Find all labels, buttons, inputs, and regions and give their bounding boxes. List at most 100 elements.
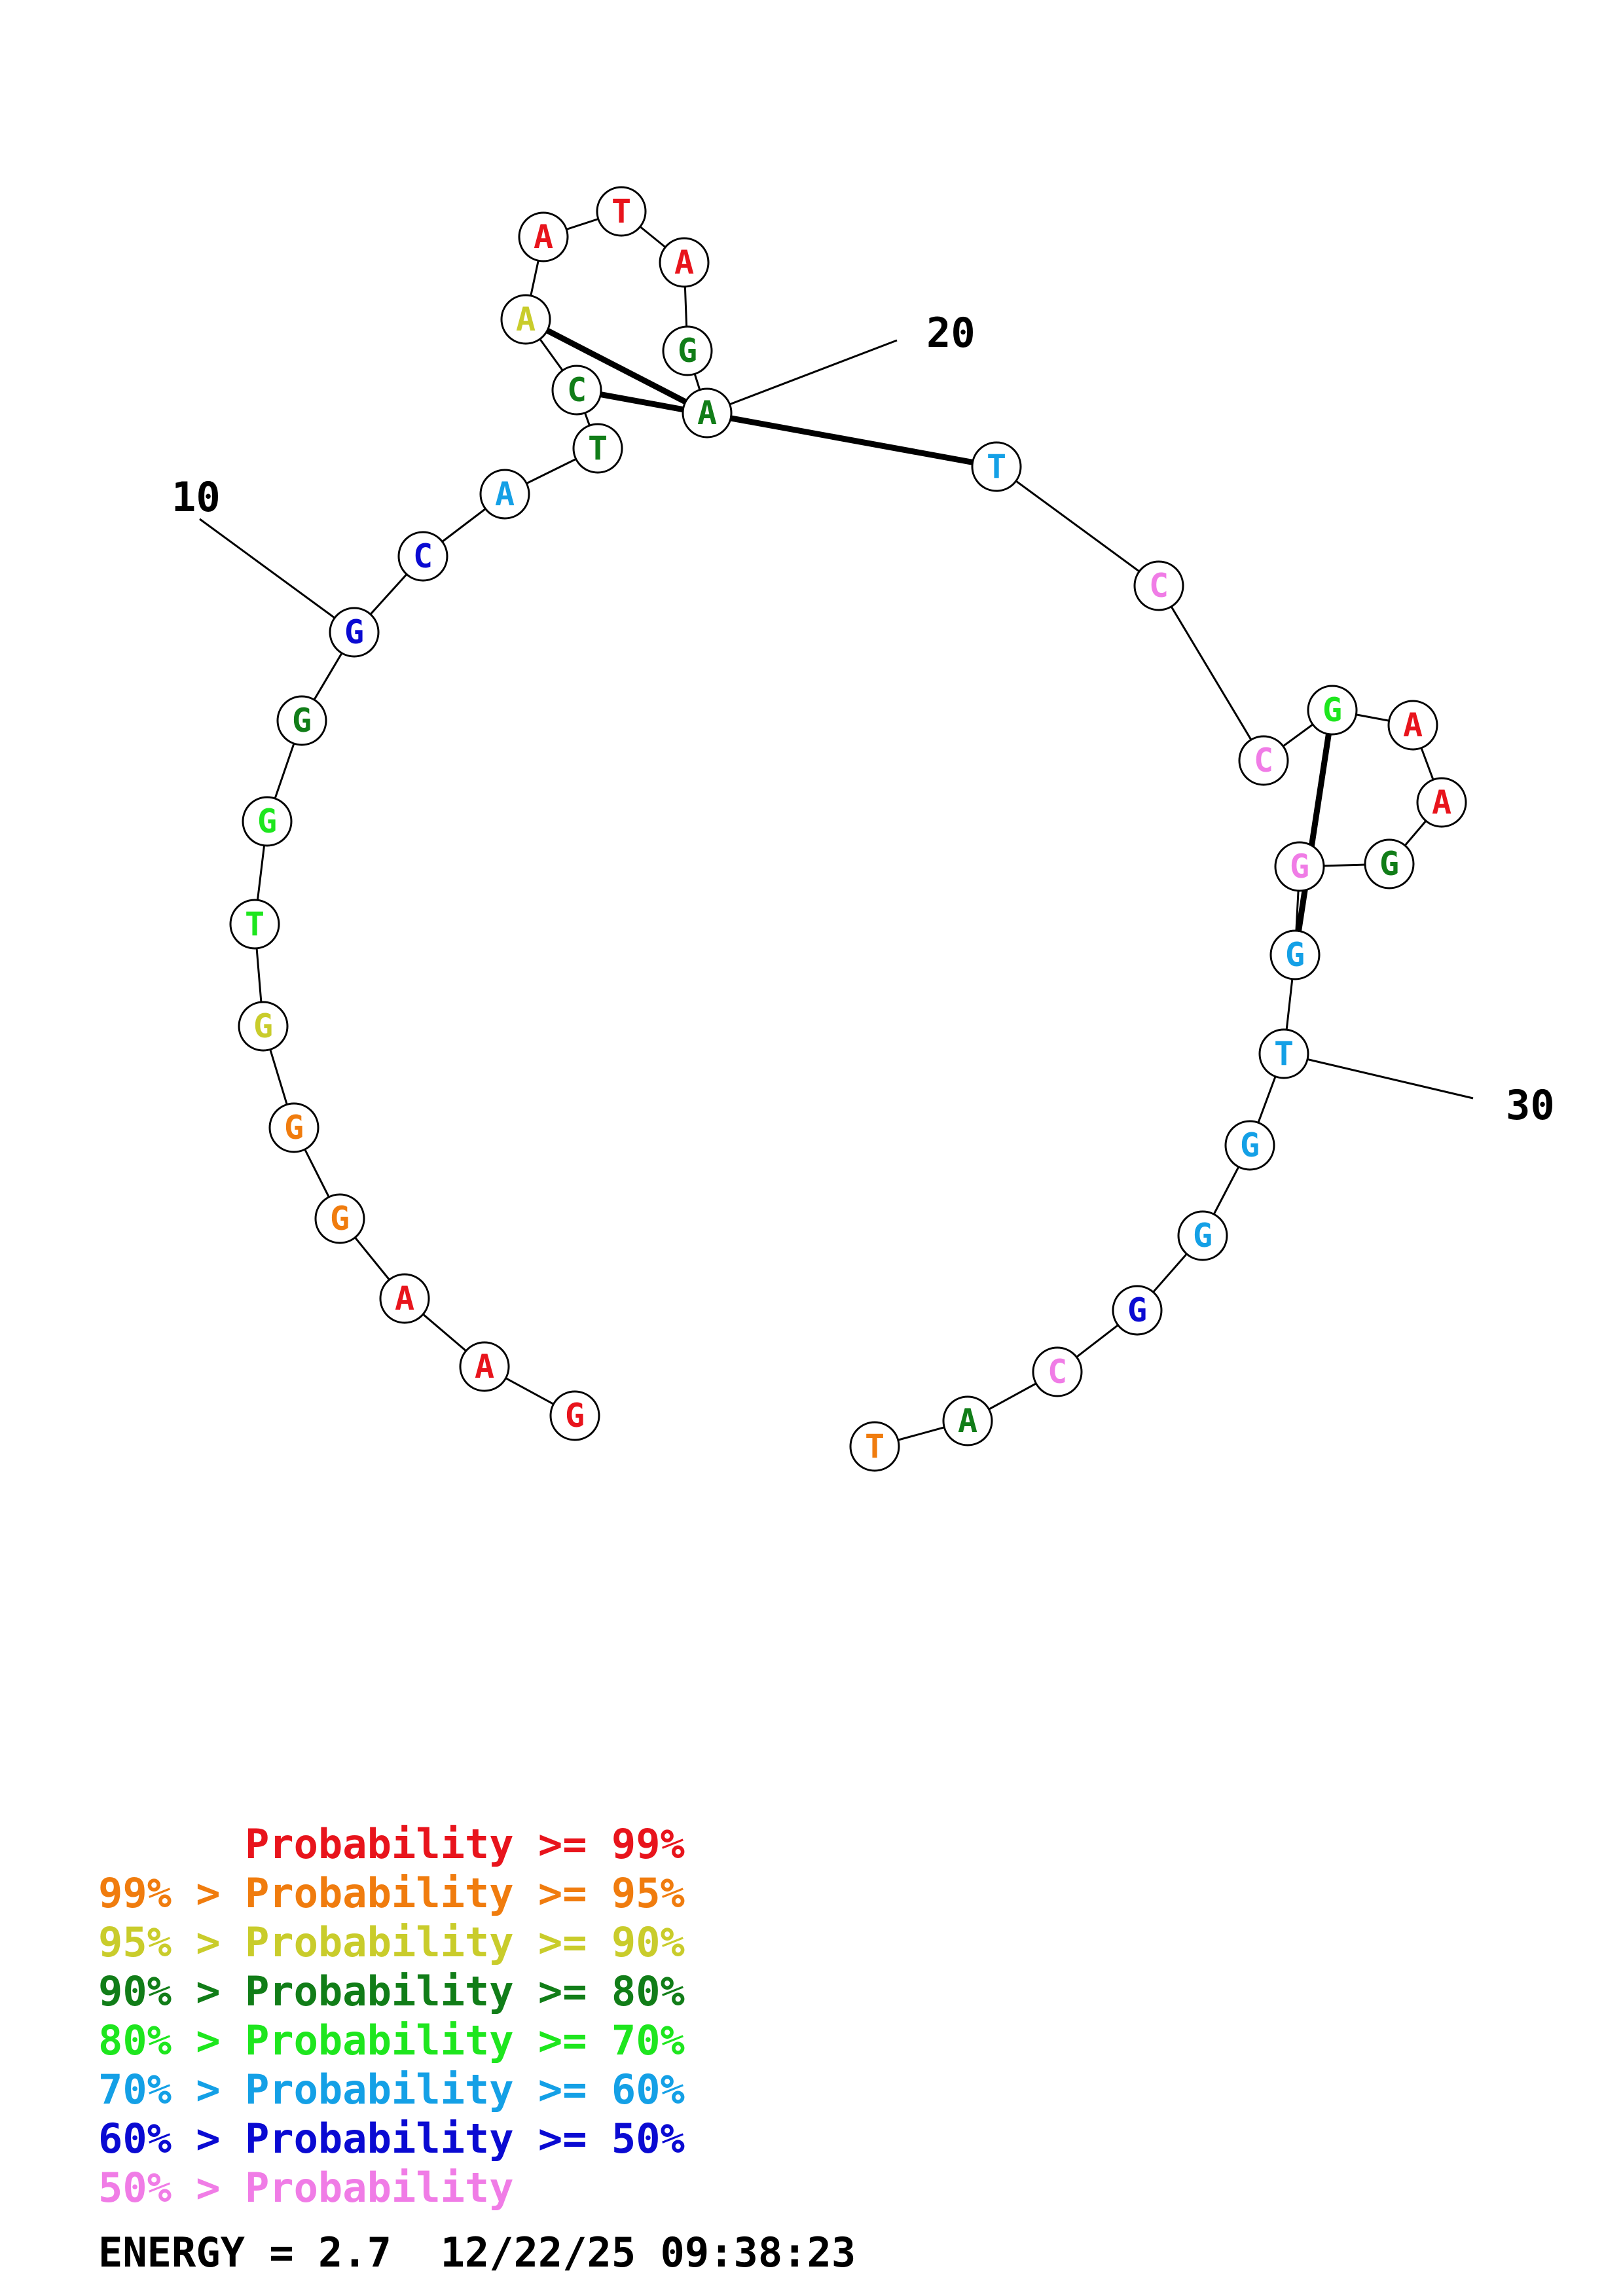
nucleotide-letter: G xyxy=(284,1109,304,1147)
legend-entry: 90% > Probability >= 80% xyxy=(98,1967,685,2016)
nucleotide: G xyxy=(1224,1120,1275,1171)
nucleotide: C xyxy=(551,365,602,416)
nucleotide-circle xyxy=(1238,735,1289,786)
legend-text: Probability >= 50% xyxy=(244,2115,685,2162)
nucleotide-letter: A xyxy=(958,1402,977,1440)
nucleotide-circle xyxy=(1112,1285,1163,1336)
base-pair-layer xyxy=(524,317,1336,956)
nucleotide-circle xyxy=(572,423,623,474)
nucleotide: T xyxy=(971,441,1022,492)
legend-prefix: 95% > xyxy=(98,1918,245,1966)
nucleotide-circle xyxy=(659,237,710,288)
nucleotide-letter: C xyxy=(567,371,587,409)
nucleotide: G xyxy=(276,695,327,746)
legend-prefix: 80% > xyxy=(98,2017,245,2064)
legend-text: Probability >= 95% xyxy=(244,1869,685,1917)
nucleotide: G xyxy=(1177,1210,1228,1261)
legend-entry: Probability >= 99% xyxy=(98,1820,685,1869)
nucleotide-letter: C xyxy=(1048,1353,1067,1391)
nucleotide-letter: G xyxy=(565,1397,585,1435)
nucleotide: A xyxy=(500,294,551,345)
nucleotide: A xyxy=(659,237,710,288)
nucleotide: A xyxy=(459,1341,510,1392)
legend-prefix: 70% > xyxy=(98,2066,245,2113)
nucleotide: C xyxy=(397,531,448,582)
probability-legend: Probability >= 99% 99% > Probability >= 9… xyxy=(98,1820,685,2212)
nucleotide-letter: A xyxy=(395,1280,414,1318)
nucleotide: G xyxy=(314,1193,365,1244)
nucleotide-circle xyxy=(1274,841,1325,892)
nucleotide-letter: G xyxy=(678,332,697,370)
nucleotide-circle xyxy=(397,531,448,582)
nucleotide: T xyxy=(849,1421,900,1472)
nucleotide: A xyxy=(1387,700,1438,751)
legend-text: Probability xyxy=(244,2164,514,2212)
nucleotide-letter: T xyxy=(611,192,631,230)
legend-text: Probability >= 80% xyxy=(244,1967,685,2015)
nucleotide-letter: C xyxy=(1149,567,1169,605)
nucleotide: C xyxy=(1032,1346,1083,1397)
nucleotide-circle xyxy=(276,695,327,746)
nucleotide-circle xyxy=(942,1395,993,1446)
index-tick-label: 10 xyxy=(172,473,221,521)
nucleotide: C xyxy=(1133,560,1184,611)
nucleotide-letter: G xyxy=(1127,1291,1147,1329)
nucleotide-letter: G xyxy=(1379,845,1399,883)
nucleotide-letter: T xyxy=(865,1427,884,1465)
nucleotide-letter: G xyxy=(253,1007,273,1045)
nucleotide-circle xyxy=(518,211,569,262)
nucleotide-circle xyxy=(242,796,293,847)
nucleotide-circle xyxy=(1177,1210,1228,1261)
timestamp: 12/22/25 09:38:23 xyxy=(440,2229,856,2276)
nucleotide-circle xyxy=(329,607,380,658)
nucleotide-letter: G xyxy=(1285,936,1305,974)
nucleotide: G xyxy=(1307,685,1358,736)
nucleotide-letter: T xyxy=(1274,1035,1294,1073)
nucleotide-letter: G xyxy=(1193,1217,1213,1255)
nucleotide: G xyxy=(329,607,380,658)
base-pair-bond xyxy=(524,317,709,416)
nucleotide-circle xyxy=(682,387,733,439)
nucleotide-circle xyxy=(549,1390,600,1441)
nucleotide-circle xyxy=(500,294,551,345)
nucleotide: T xyxy=(1258,1028,1309,1079)
nucleotide-letter: A xyxy=(1403,706,1423,744)
legend-entry: 99% > Probability >= 95% xyxy=(98,1869,685,1918)
nucleotide-circle xyxy=(1307,685,1358,736)
nucleotide-circle xyxy=(479,469,530,520)
nucleotide: G xyxy=(1112,1285,1163,1336)
nucleotide: G xyxy=(268,1102,319,1153)
nucleotide-circle xyxy=(268,1102,319,1153)
index-tick-line xyxy=(199,518,355,634)
nucleotide: G xyxy=(549,1390,600,1441)
nucleotide-circle xyxy=(1364,838,1415,889)
nucleotide-circle xyxy=(1387,700,1438,751)
nucleotide-circle xyxy=(1416,777,1467,828)
nucleotide-circle xyxy=(229,899,280,950)
nucleotide: T xyxy=(229,899,280,950)
nucleotide-circle xyxy=(551,365,602,416)
nucleotide-circle xyxy=(1258,1028,1309,1079)
legend-text: Probability >= 70% xyxy=(244,2017,685,2064)
nucleotide-circle xyxy=(1269,929,1321,980)
nucleotide-letter: A xyxy=(516,300,536,338)
nucleotide-circle xyxy=(662,325,713,376)
energy-value: ENERGY = 2.7 xyxy=(98,2229,392,2276)
nucleotide-letter: G xyxy=(330,1200,350,1238)
nucleotide-circle xyxy=(596,186,647,237)
index-tick-label: 30 xyxy=(1506,1081,1555,1129)
nucleotide-letter: A xyxy=(495,475,515,513)
legend-text: Probability >= 90% xyxy=(244,1918,685,1966)
backbone-segment xyxy=(996,465,1159,587)
nucleotide-circle xyxy=(459,1341,510,1392)
nucleotide-letter: T xyxy=(245,905,264,943)
nucleotide: G xyxy=(242,796,293,847)
nucleotide-letter: G xyxy=(1290,848,1309,886)
legend-prefix: 50% > xyxy=(98,2164,245,2212)
nucleotide-letter: G xyxy=(344,613,364,651)
nucleotide-circle xyxy=(849,1421,900,1472)
index-tick-line xyxy=(706,339,898,414)
nucleotide: G xyxy=(1269,929,1321,980)
